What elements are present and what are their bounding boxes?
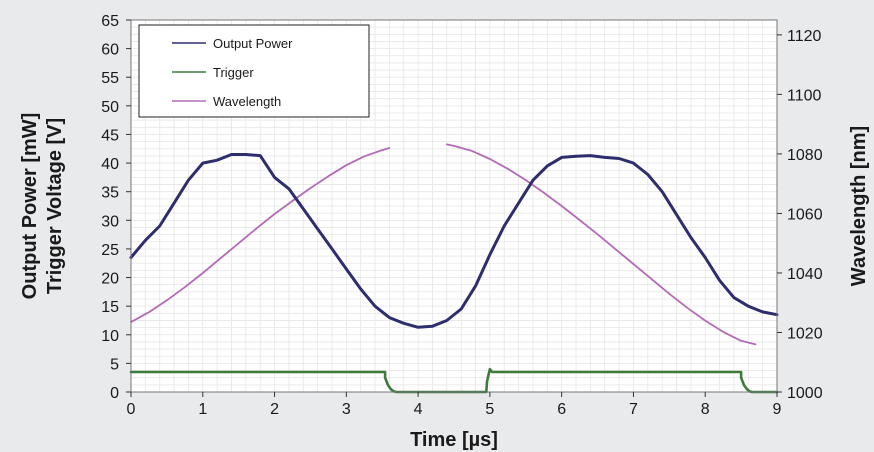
x-axis-label: Time [µs] [410, 429, 498, 451]
x-tick-label: 1 [198, 401, 207, 418]
y-left-tick-label: 0 [110, 385, 119, 402]
y-left-tick-label: 25 [101, 242, 119, 259]
x-tick-label: 2 [270, 401, 279, 418]
y-left-tick-label: 20 [101, 271, 119, 288]
y-left-tick-label: 35 [101, 185, 119, 202]
tick-labels: 0 1 2 3 4 5 6 7 8 9051015202530354045505560651000… [101, 13, 822, 418]
y-left-tick-label: 30 [101, 213, 119, 230]
series-layer [129, 143, 779, 394]
x-tick-label: 5 [485, 401, 494, 418]
series-output-power [129, 153, 779, 329]
legend-label-wavelength: Wavelength [213, 94, 281, 109]
x-tick-label: 0 [127, 401, 136, 418]
x-tick-label: 8 [701, 401, 710, 418]
y-axis-label-wavelength: Wavelength [nm] [848, 126, 870, 286]
y-left-tick-label: 40 [101, 156, 119, 173]
y-right-tick-label: 1080 [787, 147, 823, 164]
y-left-tick-label: 55 [101, 70, 119, 87]
y-left-tick-label: 10 [101, 328, 119, 345]
y-left-tick-label: 60 [101, 42, 119, 59]
series-trigger [129, 367, 779, 394]
y-axis-label-power: Output Power [mW] [19, 113, 41, 300]
y-left-tick-label: 5 [110, 356, 119, 373]
x-tick-label: 6 [557, 401, 566, 418]
y-left-tick-label: 45 [101, 127, 119, 144]
y-left-tick-label: 50 [101, 99, 119, 116]
y-left-tick-label: 65 [101, 13, 119, 30]
y-right-tick-label: 1040 [787, 266, 823, 283]
x-tick-label: 7 [629, 401, 638, 418]
y-right-tick-label: 1120 [787, 28, 822, 45]
legend-box [138, 24, 370, 118]
legend: Output Power Trigger Wavelength [138, 24, 370, 118]
legend-label-trigger: Trigger [213, 65, 254, 80]
x-tick-label: 9 [773, 401, 782, 418]
legend-label-output-power: Output Power [213, 36, 293, 51]
y-right-tick-label: 1020 [787, 325, 823, 342]
x-tick-label: 4 [414, 401, 423, 418]
plot-frame [130, 19, 778, 393]
y-right-tick-label: 1060 [787, 206, 823, 223]
x-tick-label: 3 [342, 401, 351, 418]
y-right-tick-label: 1100 [787, 87, 822, 104]
y-axis-label-trigger: Trigger Voltage [V] [44, 118, 66, 294]
series-wavelength [130, 143, 757, 346]
y-left-tick-label: 15 [101, 299, 119, 316]
y-right-tick-label: 1000 [787, 385, 823, 402]
